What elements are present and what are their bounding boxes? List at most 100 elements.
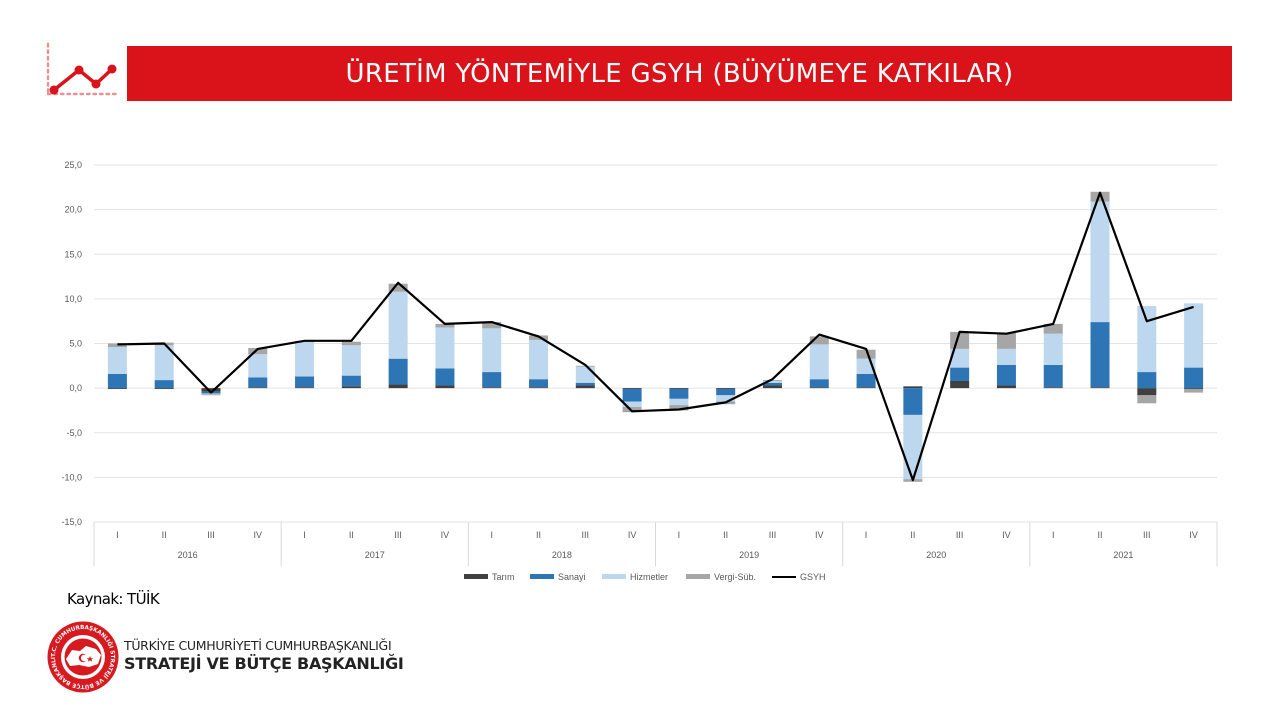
bar-segment xyxy=(903,388,923,415)
bar-segment xyxy=(435,385,455,389)
x-tick-label: IV xyxy=(1189,530,1198,540)
bar-segment xyxy=(295,387,315,389)
bar-segment xyxy=(1043,364,1063,388)
bar-segment xyxy=(669,405,689,411)
legend-label: Sanayi xyxy=(558,572,586,582)
bar-segment xyxy=(950,348,970,368)
bar-segment xyxy=(622,388,642,390)
x-group-label: 2016 xyxy=(178,550,198,560)
x-tick-label: IV xyxy=(1002,530,1011,540)
gsyh-line xyxy=(117,191,1194,482)
bar-segment xyxy=(950,367,970,381)
bar-segment xyxy=(809,387,829,389)
bar-segment xyxy=(295,376,315,388)
x-tick-label: II xyxy=(349,530,354,540)
legend-label: Vergi-Süb. xyxy=(714,572,756,582)
bar-segment xyxy=(154,380,174,389)
bar-segment xyxy=(622,389,642,402)
bar-segment xyxy=(482,328,502,373)
bar-segment xyxy=(341,341,361,346)
bar-segment xyxy=(435,368,455,386)
bar-segment xyxy=(107,373,127,389)
y-tick-label: 20,0 xyxy=(64,205,82,215)
x-tick-label: I xyxy=(303,530,306,540)
bar-segment xyxy=(1090,191,1110,202)
bar-segment xyxy=(856,387,876,389)
bar-segment xyxy=(762,380,782,381)
bar-segment xyxy=(248,354,268,378)
x-tick-label: II xyxy=(1098,530,1103,540)
y-tick-label: 5,0 xyxy=(69,339,82,349)
x-axis: I II III IV I II III IV I II III IV I II III IV I II III IV… xyxy=(93,522,1218,566)
bar-segment xyxy=(388,384,408,389)
x-tick-label: IV xyxy=(441,530,450,540)
bar-segment xyxy=(341,386,361,389)
legend-swatch xyxy=(602,574,626,579)
x-tick-label: III xyxy=(956,530,964,540)
bar-segment xyxy=(154,388,174,390)
x-group-label: 2021 xyxy=(1113,550,1133,560)
sbb-seal-icon: T.C. CUMHURBAŞKANLIĞI STRATEJİ VE BÜTÇE … xyxy=(46,620,119,693)
x-tick-label: I xyxy=(865,530,868,540)
bar-segment xyxy=(1184,389,1204,393)
bar-segment xyxy=(809,336,829,345)
bar-segment xyxy=(996,385,1016,389)
x-group-label: 2020 xyxy=(926,550,946,560)
bar-segment xyxy=(1184,303,1204,368)
x-tick-label: I xyxy=(116,530,119,540)
bar-segment xyxy=(716,395,736,402)
bar-segment xyxy=(201,393,221,395)
x-tick-label: I xyxy=(678,530,681,540)
bar-segment xyxy=(248,347,268,355)
x-tick-label: I xyxy=(1052,530,1055,540)
x-tick-label: III xyxy=(582,530,590,540)
x-tick-label: III xyxy=(394,530,402,540)
x-tick-label: III xyxy=(769,530,777,540)
bar-segment xyxy=(435,327,455,369)
bar-segment xyxy=(950,380,970,389)
x-tick-label: IV xyxy=(815,530,824,540)
bar-segment xyxy=(388,291,408,359)
bar-segment xyxy=(903,386,923,389)
y-tick-label: -5,0 xyxy=(66,428,82,438)
bar-segment xyxy=(575,382,595,386)
legend: Tarım Sanayi Hizmetler Vergi-Süb. GSYH xyxy=(464,572,826,582)
page-title: ÜRETİM YÖNTEMİYLE GSYH (BÜYÜMEYE KATKILA… xyxy=(345,58,1014,89)
bar-segment xyxy=(1043,333,1063,365)
bar-segment xyxy=(201,394,221,396)
bar-segment xyxy=(1090,201,1110,323)
bar-segment xyxy=(903,414,923,480)
x-tick-label: I xyxy=(490,530,493,540)
x-group-label: 2019 xyxy=(739,550,759,560)
bar-segment xyxy=(1137,395,1157,404)
legend-swatch xyxy=(530,574,554,579)
bar-segment xyxy=(856,349,876,359)
bar-segment xyxy=(856,373,876,388)
bar-segment xyxy=(762,380,782,383)
legend-label: Hizmetler xyxy=(630,572,668,582)
bar-segment xyxy=(575,385,595,389)
bar-segment xyxy=(809,379,829,388)
gdp-contribution-chart: 25,020,015,010,05,00,0-5,0-10,0-15,0 I II… xyxy=(61,160,1218,582)
x-group-label: 2018 xyxy=(552,550,572,560)
x-group-label: 2017 xyxy=(365,550,385,560)
bar-segment xyxy=(341,375,361,387)
x-tick-label: II xyxy=(536,530,541,540)
bar-segment xyxy=(435,323,455,328)
bar-segment xyxy=(1137,372,1157,389)
bar-segment xyxy=(716,388,736,390)
legend-label: GSYH xyxy=(800,572,826,582)
bar-segment xyxy=(1184,388,1204,390)
bar-segment xyxy=(248,377,268,388)
org-name-line2: STRATEJİ VE BÜTÇE BAŞKANLIĞI xyxy=(124,654,404,673)
bar-segment xyxy=(669,388,689,390)
bar-segment xyxy=(809,344,829,380)
bar-segment xyxy=(669,398,689,406)
legend-swatch xyxy=(464,574,488,579)
gsyh-series-line xyxy=(117,191,1194,482)
line-chart-icon xyxy=(46,42,118,96)
source-note: Kaynak: TÜİK xyxy=(67,590,160,608)
bar-segment xyxy=(154,345,174,381)
x-tick-label: III xyxy=(207,530,215,540)
x-tick-label: III xyxy=(1143,530,1151,540)
